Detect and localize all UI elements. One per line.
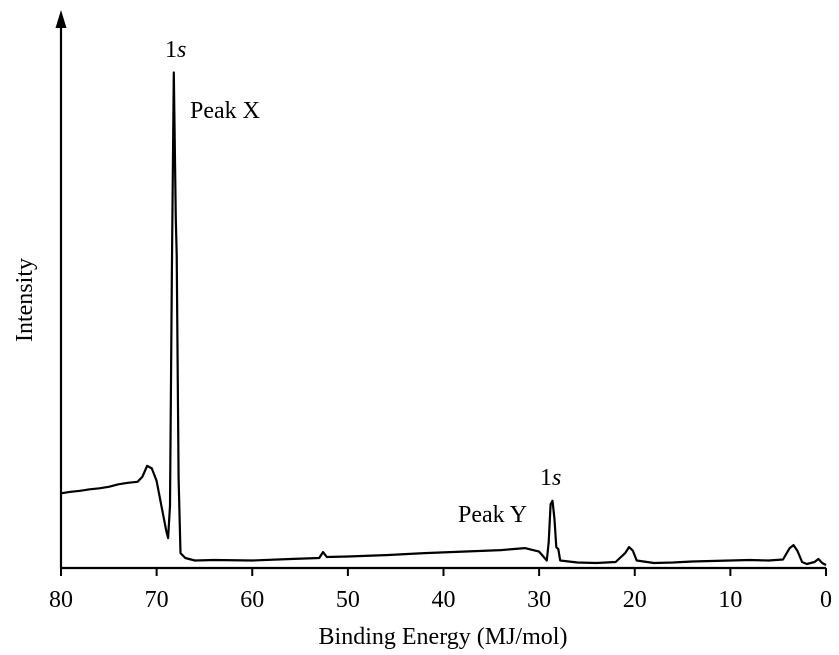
peak-y-label: Peak Y	[458, 502, 527, 528]
x-ticks	[61, 568, 826, 576]
x-tick-label-30: 30	[527, 587, 551, 613]
x-tick-label-0: 0	[820, 587, 832, 613]
x-axis-label: Binding Energy (MJ/mol)	[319, 624, 568, 650]
x-tick-label-20: 20	[623, 587, 647, 613]
x-tick-label-80: 80	[49, 587, 73, 613]
x-tick-label-40: 40	[432, 587, 456, 613]
x-tick-label-70: 70	[145, 587, 169, 613]
x-tick-label-60: 60	[240, 587, 264, 613]
series-line	[61, 73, 826, 566]
x-tick-labels: 80 70 60 50 40 30 20 10 0	[49, 587, 832, 613]
x-tick-label-10: 10	[718, 587, 742, 613]
peak-y-orbital-label: 1s	[540, 465, 561, 491]
y-axis-arrow	[56, 10, 67, 28]
y-axis-label: Intensity	[12, 258, 38, 342]
peak-x-label: Peak X	[190, 98, 260, 124]
peak-x-orbital-label: 1s	[165, 37, 186, 63]
x-tick-label-50: 50	[336, 587, 360, 613]
